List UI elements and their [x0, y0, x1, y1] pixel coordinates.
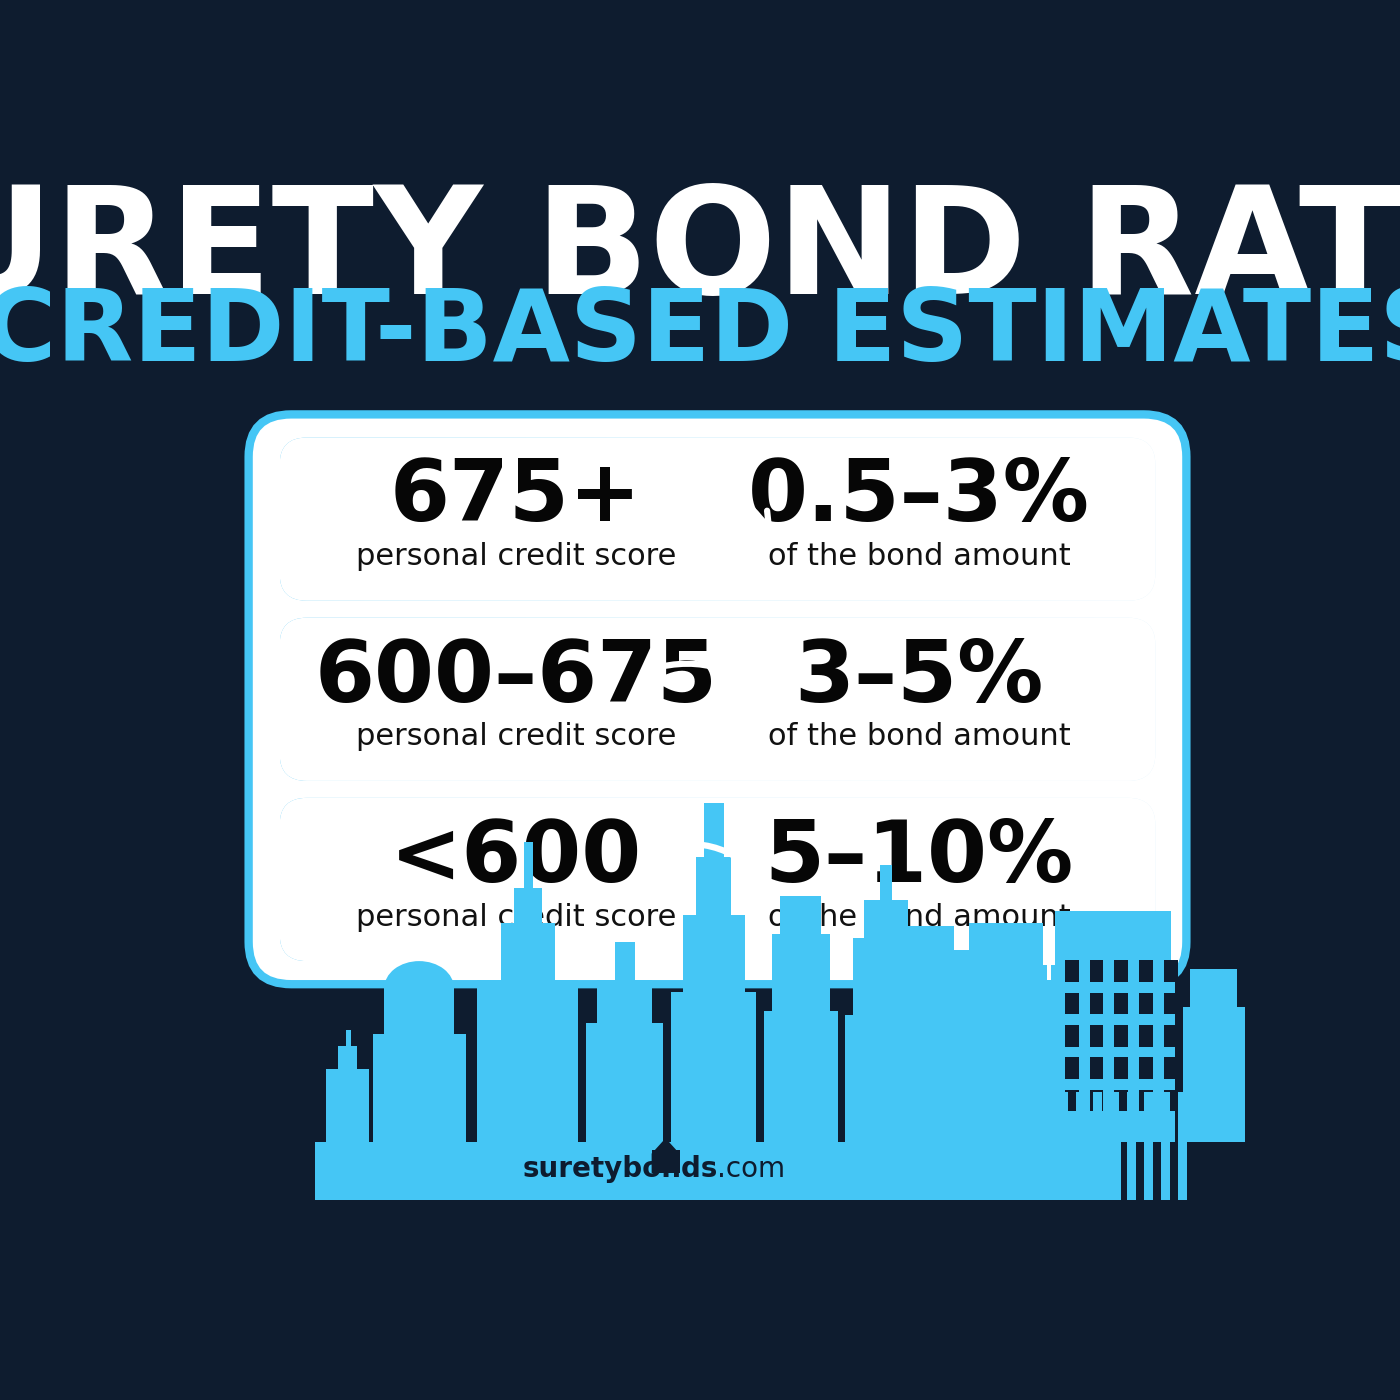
Text: personal credit score: personal credit score [356, 722, 676, 752]
Text: 675+: 675+ [391, 456, 643, 539]
Bar [1163, 1057, 1177, 1079]
Bar [1051, 965, 1175, 1142]
Bar [872, 927, 953, 969]
Bar [953, 949, 984, 977]
Bar [1065, 960, 1078, 981]
Bar [1190, 969, 1236, 1008]
Text: .com: .com [717, 1155, 785, 1183]
Bar [1019, 980, 1070, 1030]
Bar [1140, 1089, 1154, 1112]
Bar [1140, 993, 1154, 1014]
Bar [1089, 960, 1103, 981]
Bar [1054, 911, 1170, 965]
Bar [1183, 1008, 1245, 1142]
Bar [1065, 1057, 1078, 1079]
Bar [615, 942, 636, 980]
Bar [1140, 1057, 1154, 1079]
Text: of the bond amount: of the bond amount [767, 903, 1070, 931]
Bar [1163, 993, 1177, 1014]
Text: SURETY BOND RATES: SURETY BOND RATES [0, 181, 1400, 325]
Text: of the bond amount: of the bond amount [767, 542, 1070, 571]
Bar [585, 1022, 664, 1142]
Text: of the bond amount: of the bond amount [767, 722, 1070, 752]
Bar [1163, 960, 1177, 981]
Bar [683, 916, 745, 991]
Bar [1075, 1092, 1085, 1200]
Bar [881, 865, 892, 900]
Text: personal credit score: personal credit score [356, 903, 676, 931]
Text: 0.5–3%: 0.5–3% [748, 456, 1091, 539]
Bar [1065, 1025, 1078, 1047]
Bar [372, 1035, 466, 1142]
Bar [946, 977, 993, 1026]
Bar [501, 923, 554, 980]
Bar [935, 1026, 1004, 1142]
Bar [407, 988, 431, 1035]
FancyBboxPatch shape [249, 414, 1186, 984]
Bar [1089, 993, 1103, 1014]
Bar [346, 1030, 351, 1046]
Text: <600: <600 [391, 816, 643, 900]
Bar [651, 1149, 679, 1173]
FancyBboxPatch shape [280, 798, 1155, 960]
Bar [966, 965, 1047, 1142]
Bar [1144, 1092, 1154, 1200]
Bar [1065, 1089, 1078, 1112]
Bar [1110, 1092, 1119, 1200]
Bar [671, 991, 756, 1142]
Bar [598, 980, 651, 1022]
Bar [1140, 960, 1154, 981]
Bar [337, 1046, 357, 1070]
Bar [868, 969, 958, 1142]
Bar [1089, 1025, 1103, 1047]
Bar [326, 1070, 368, 1142]
Bar [1114, 993, 1128, 1014]
Bar [524, 841, 533, 888]
Bar [696, 857, 731, 916]
Bar [1089, 1057, 1103, 1079]
Bar [771, 934, 830, 1011]
Bar [764, 1011, 837, 1142]
Bar [1012, 1030, 1078, 1142]
Bar [969, 923, 1043, 965]
FancyBboxPatch shape [280, 617, 1155, 781]
Bar [1127, 1092, 1135, 1200]
Bar [1177, 1092, 1187, 1200]
Bar [780, 896, 820, 934]
Bar [1114, 1057, 1128, 1079]
Text: 3–5%: 3–5% [794, 637, 1043, 720]
Bar [1114, 1089, 1128, 1112]
Bar [846, 1015, 927, 1142]
Bar [1140, 1025, 1154, 1047]
Bar [1058, 1092, 1068, 1200]
Ellipse shape [384, 962, 454, 1015]
Text: suretybonds: suretybonds [522, 1155, 717, 1183]
Bar [704, 804, 724, 857]
Bar [477, 980, 578, 1142]
Text: 5–10%: 5–10% [764, 816, 1074, 900]
Bar [1092, 1092, 1102, 1200]
Bar [853, 938, 918, 1015]
Text: 600–675: 600–675 [315, 637, 718, 720]
Polygon shape [651, 1138, 679, 1173]
Bar [1163, 1089, 1177, 1112]
Bar [384, 988, 454, 1035]
Bar [1114, 1025, 1128, 1047]
Bar [1161, 1092, 1170, 1200]
Bar [1089, 1089, 1103, 1112]
Text: CREDIT-BASED ESTIMATES: CREDIT-BASED ESTIMATES [0, 286, 1400, 382]
Bar [1163, 1025, 1177, 1047]
FancyBboxPatch shape [280, 437, 1155, 601]
Bar [1114, 960, 1128, 981]
Bar [864, 900, 909, 938]
Text: personal credit score: personal credit score [356, 542, 676, 571]
Bar [514, 888, 542, 923]
Bar [315, 1142, 1120, 1200]
Bar [1065, 993, 1078, 1014]
